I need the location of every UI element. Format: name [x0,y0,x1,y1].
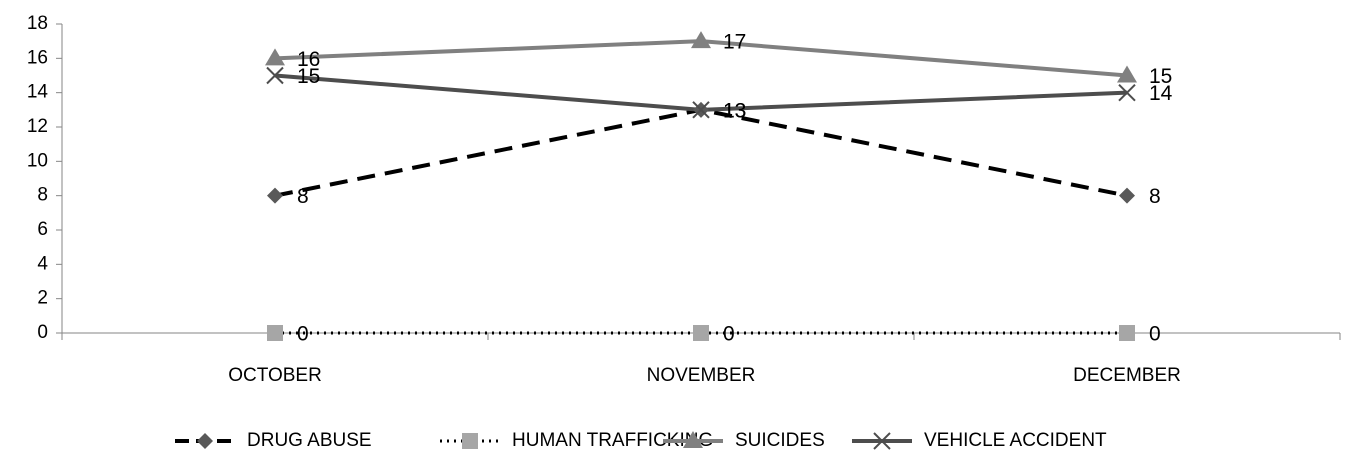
data-label: 0 [1149,323,1161,346]
data-point [1119,187,1135,204]
data-label: 16 [297,48,320,71]
data-point [1119,325,1135,341]
data-label: 14 [1149,82,1173,105]
data-label: 15 [297,65,320,88]
y-tick-label: 0 [37,322,48,343]
y-tick-label: 18 [27,13,48,34]
data-label: 15 [1149,65,1172,88]
legend-label: VEHICLE ACCIDENT [924,430,1107,451]
data-point [1117,65,1137,83]
data-label: 8 [1149,185,1161,208]
y-tick-label: 10 [27,150,48,171]
data-point [266,66,284,85]
legend-marker [683,431,703,448]
data-point [693,325,709,341]
data-label: 0 [297,323,309,346]
legend-marker [462,433,478,449]
y-tick-label: 4 [37,253,48,274]
y-tick-label: 16 [27,47,48,68]
data-label: 8 [297,185,309,208]
data-label: 13 [723,99,746,122]
data-label: 0 [723,323,735,346]
y-tick-label: 12 [27,116,48,137]
y-tick-label: 6 [37,219,48,240]
x-tick-label: NOVEMBER [647,365,756,386]
x-tick-label: OCTOBER [228,365,322,386]
y-tick-label: 8 [37,185,48,206]
data-point [691,31,711,49]
y-tick-label: 2 [37,288,48,309]
data-point [267,187,283,204]
data-point [265,48,285,66]
series-line [274,107,1128,198]
data-label: 17 [723,31,746,54]
legend-label: DRUG ABUSE [247,430,372,451]
data-point [692,101,710,119]
x-tick-label: DECEMBER [1073,365,1181,386]
legend-marker [197,433,213,449]
y-tick-label: 14 [27,82,49,103]
data-point [1118,83,1136,102]
data-point [267,325,283,341]
data-label: 13 [723,99,746,122]
legend-label: HUMAN TRAFFICKING [512,430,713,451]
legend-marker [873,432,891,450]
legend-label: SUICIDES [735,430,825,451]
